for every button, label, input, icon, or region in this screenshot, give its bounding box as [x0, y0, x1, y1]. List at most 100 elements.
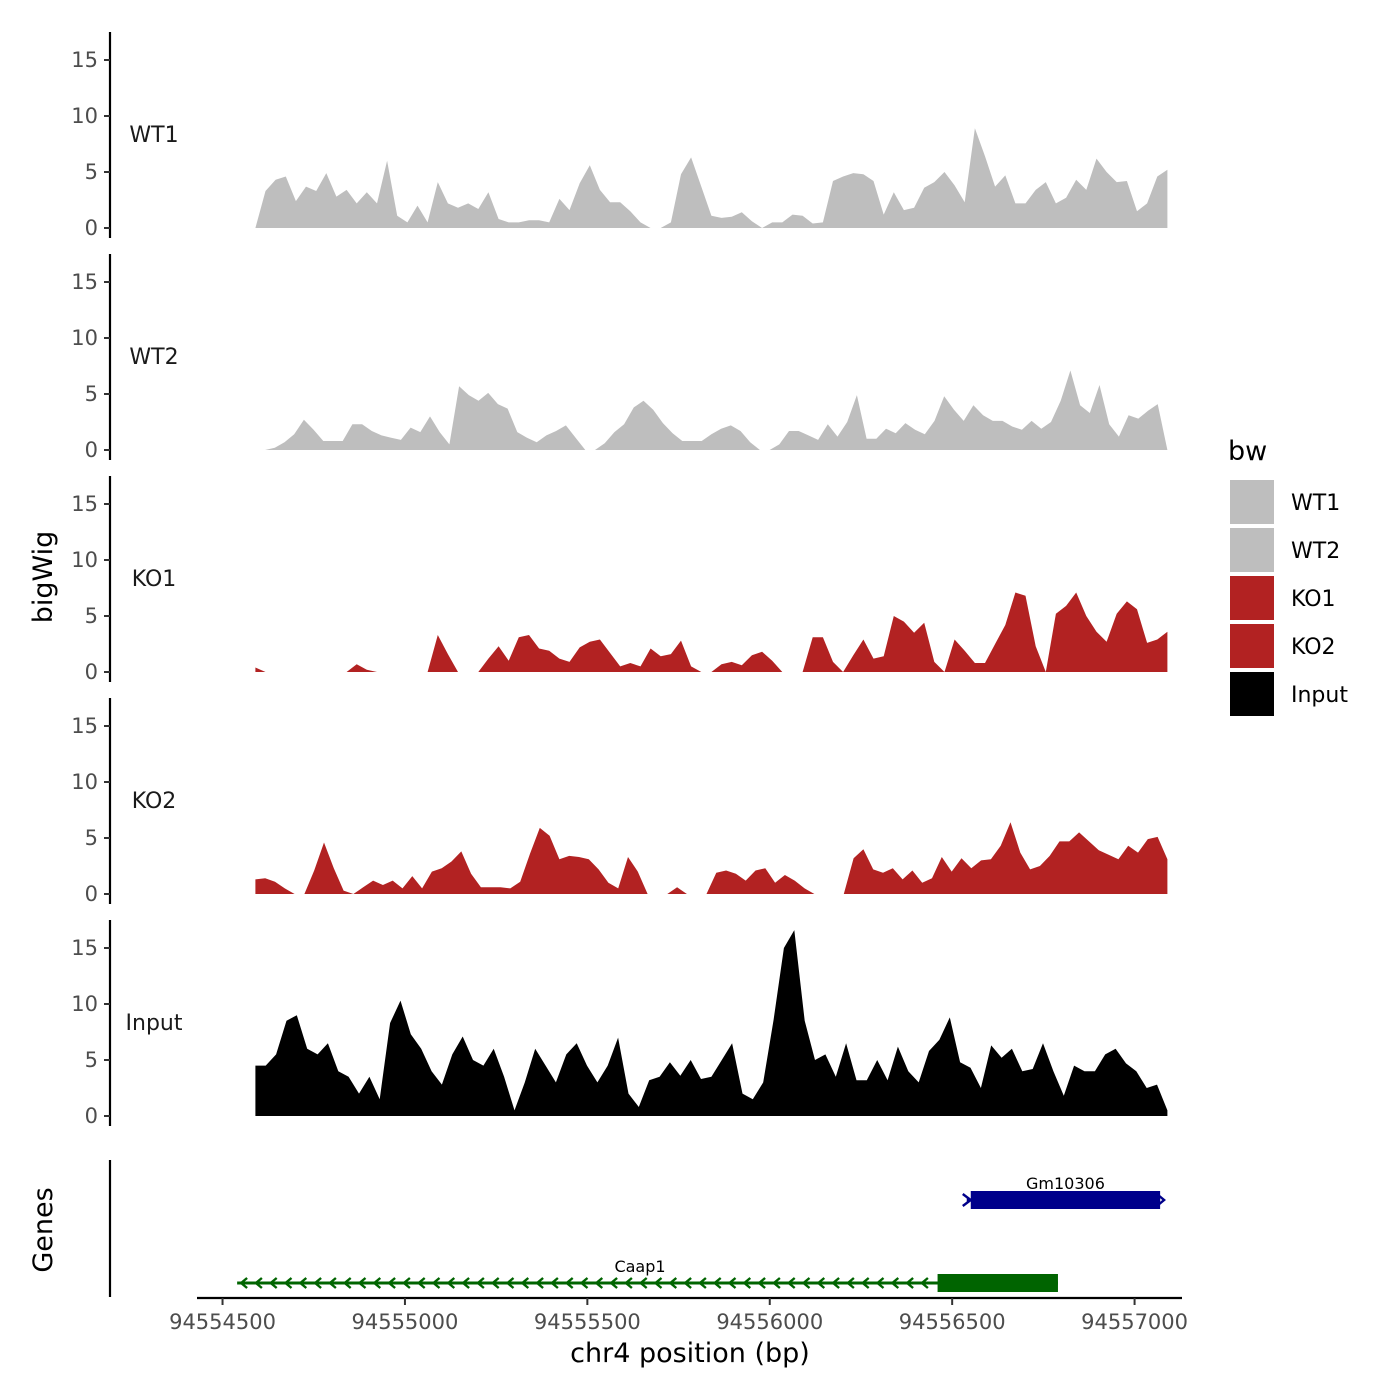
y-tick-label: 0 — [85, 438, 98, 462]
strand-arrow — [609, 1277, 618, 1289]
gene-label: Gm10306 — [1026, 1174, 1105, 1193]
x-tick-label: 94554500 — [169, 1310, 276, 1334]
coverage-area-wt2 — [255, 370, 1168, 450]
strand-arrow — [387, 1277, 396, 1289]
y-tick-label: 10 — [71, 992, 98, 1016]
strand-arrow — [638, 1277, 648, 1289]
strand-arrow — [875, 1277, 885, 1289]
legend-label-ko1: KO1 — [1291, 587, 1336, 612]
strand-arrow — [831, 1277, 840, 1289]
y-tick-label: 10 — [71, 326, 98, 350]
y-tick-label: 5 — [85, 382, 98, 406]
track-panel-ko2: 0 5 10 15 KO2 — [71, 698, 1168, 906]
strand-arrow — [786, 1277, 796, 1289]
strand-arrow — [342, 1277, 352, 1289]
track-panel-wt1: 0 5 10 15 WT1 — [71, 32, 1168, 240]
strand-arrow — [402, 1277, 411, 1289]
strand-arrow — [772, 1277, 781, 1289]
track-label-input: Input — [126, 1011, 183, 1036]
y-tick-label: 15 — [71, 936, 98, 960]
y-tick-label: 15 — [71, 270, 98, 294]
track-label-ko1: KO1 — [132, 567, 177, 592]
y-tick-label: 5 — [85, 1048, 98, 1072]
gene-exon-block — [970, 1191, 1161, 1209]
gene-track: Gm10306 Caap1 — [108, 1160, 1166, 1297]
strand-arrow — [905, 1277, 914, 1289]
x-tick-label: 94556500 — [899, 1310, 1006, 1334]
strand-arrow — [535, 1277, 544, 1289]
strand-arrow — [727, 1277, 737, 1289]
strand-arrow — [490, 1277, 500, 1289]
strand-arrow — [268, 1277, 278, 1289]
y-axis-title: bigWig — [28, 531, 59, 624]
strand-arrow — [668, 1277, 678, 1289]
strand-arrow — [298, 1277, 308, 1289]
strand-arrow — [698, 1277, 707, 1289]
track-panels: 0 5 10 15 WT1 0 5 10 15 WT2 0 5 10 15 KO1 0 5 10 15 KO2 0 5 10… — [71, 32, 1168, 1128]
strand-arrow — [505, 1277, 515, 1289]
y-tick-label: 5 — [85, 160, 98, 184]
strand-arrow — [283, 1277, 293, 1289]
strand-arrow — [431, 1277, 441, 1289]
track-panel-ko1: 0 5 10 15 KO1 — [71, 476, 1168, 684]
strand-arrow — [461, 1277, 470, 1289]
genes-axis-title: Genes — [28, 1187, 59, 1272]
strand-arrow — [476, 1277, 485, 1289]
legend-label-ko2: KO2 — [1291, 635, 1336, 660]
legend: bw WT1 WT2 KO1 KO2 Input — [1228, 436, 1348, 716]
track-panel-input: 0 5 10 15 Input — [71, 920, 1168, 1128]
x-axis: 94554500 94555000 94555500 94556000 94556500… — [169, 1296, 1188, 1334]
y-tick-label: 0 — [85, 882, 98, 906]
legend-title: bw — [1228, 436, 1267, 467]
strand-arrow — [446, 1277, 456, 1289]
strand-arrow — [890, 1277, 900, 1289]
strand-arrow — [357, 1277, 367, 1289]
strand-arrow — [328, 1277, 337, 1289]
legend-label-input: Input — [1291, 683, 1348, 708]
coverage-area-ko1 — [255, 592, 1168, 672]
coverage-area-ko2 — [255, 822, 1168, 894]
strand-arrow — [313, 1277, 322, 1289]
y-tick-label: 0 — [85, 1104, 98, 1128]
y-tick-label: 15 — [71, 714, 98, 738]
strand-arrow — [742, 1277, 752, 1289]
strand-arrow — [683, 1277, 692, 1289]
x-tick-label: 94557000 — [1081, 1310, 1188, 1334]
gene-caap1: Caap1 — [237, 1257, 1058, 1292]
gene-gm10306: Gm10306 — [962, 1174, 1166, 1209]
y-tick-label: 0 — [85, 660, 98, 684]
track-label-wt1: WT1 — [129, 123, 178, 148]
gene-exon-block — [937, 1274, 1058, 1292]
legend-key-ko1 — [1230, 576, 1274, 620]
y-tick-label: 5 — [85, 604, 98, 628]
strand-arrow — [372, 1277, 382, 1289]
strand-arrow — [624, 1277, 633, 1289]
legend-key-wt2 — [1230, 528, 1274, 572]
coverage-area-input — [255, 930, 1168, 1116]
x-tick-label: 94555500 — [534, 1310, 641, 1334]
x-tick-label: 94555000 — [351, 1310, 458, 1334]
strand-arrow — [801, 1277, 811, 1289]
y-tick-label: 10 — [71, 104, 98, 128]
y-tick-label: 10 — [71, 548, 98, 572]
strand-arrow — [254, 1277, 263, 1289]
strand-arrow — [239, 1277, 248, 1289]
strand-arrow — [653, 1277, 663, 1289]
strand-arrow — [846, 1277, 855, 1289]
strand-arrow — [757, 1277, 766, 1289]
strand-arrow — [550, 1277, 559, 1289]
legend-label-wt1: WT1 — [1291, 491, 1340, 516]
x-axis-title: chr4 position (bp) — [570, 1338, 810, 1369]
y-tick-label: 15 — [71, 48, 98, 72]
strand-arrow — [920, 1277, 929, 1289]
strand-arrow — [416, 1277, 426, 1289]
legend-key-input — [1230, 672, 1274, 716]
strand-arrow — [816, 1277, 826, 1289]
strand-arrow — [520, 1277, 530, 1289]
coverage-area-wt1 — [255, 128, 1168, 228]
track-panel-wt2: 0 5 10 15 WT2 — [71, 254, 1168, 462]
strand-arrow — [564, 1277, 574, 1289]
y-tick-label: 10 — [71, 770, 98, 794]
legend-key-wt1 — [1230, 480, 1274, 524]
